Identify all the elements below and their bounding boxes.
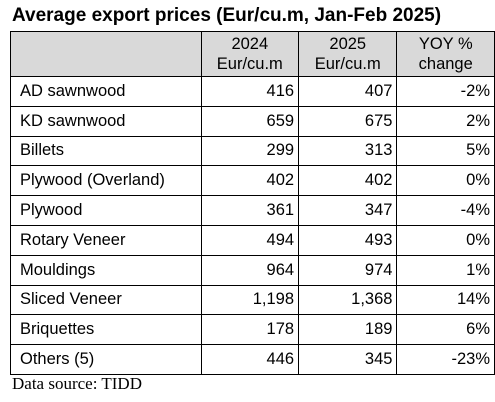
product-cell: Briquettes xyxy=(10,314,202,346)
yoy-change-cell: 14% xyxy=(396,284,495,316)
value-2025-cell: 1,368 xyxy=(298,284,398,316)
table-row: Sliced Veneer 1,198 1,368 14% xyxy=(10,284,495,316)
yoy-change-cell: -4% xyxy=(396,195,495,226)
value-2024-cell: 178 xyxy=(200,314,300,346)
product-cell: AD sawnwood xyxy=(10,76,202,107)
header-product xyxy=(10,31,202,77)
yoy-change-cell: -2% xyxy=(396,76,495,107)
header-2025-year: 2025 xyxy=(329,35,367,53)
product-cell: Rotary Veneer xyxy=(10,224,202,256)
value-2024-cell: 494 xyxy=(200,224,300,256)
table-title: Average export prices (Eur/cu.m, Jan-Feb… xyxy=(12,5,442,26)
header-2025-unit: Eur/cu.m xyxy=(314,55,381,73)
table-header-row: 2024 Eur/cu.m 2025 Eur/cu.m YOY % change xyxy=(10,31,495,77)
table-row: Others (5) 446 345 -23% xyxy=(10,344,495,375)
value-2025-cell: 974 xyxy=(298,254,398,286)
product-cell: Mouldings xyxy=(10,254,202,286)
table-row: Plywood (Overland) 402 402 0% xyxy=(10,165,495,197)
table-row: Briquettes 178 189 6% xyxy=(10,314,495,346)
value-2024-cell: 1,198 xyxy=(200,284,300,316)
table-row: Billets 299 313 5% xyxy=(10,135,495,167)
value-2024-cell: 416 xyxy=(200,76,300,107)
header-2024-year: 2024 xyxy=(231,35,269,53)
value-2025-cell: 313 xyxy=(298,135,398,167)
data-source-note: Data source: TIDD xyxy=(12,374,142,393)
yoy-change-cell: 0% xyxy=(396,224,495,256)
product-cell: Plywood xyxy=(10,195,202,226)
value-2025-cell: 407 xyxy=(298,76,398,107)
value-2024-cell: 361 xyxy=(200,195,300,226)
table-row: KD sawnwood 659 675 2% xyxy=(10,105,495,137)
table-row: AD sawnwood 416 407 -2% xyxy=(10,76,495,107)
table-row: Rotary Veneer 494 493 0% xyxy=(10,224,495,256)
product-cell: Plywood (Overland) xyxy=(10,165,202,197)
yoy-change-cell: 1% xyxy=(396,254,495,286)
header-2024-unit: Eur/cu.m xyxy=(216,55,283,73)
value-2025-cell: 189 xyxy=(298,314,398,346)
table-row: Plywood 361 347 -4% xyxy=(10,195,495,226)
value-2024-cell: 659 xyxy=(200,105,300,137)
table-row: Mouldings 964 974 1% xyxy=(10,254,495,286)
header-yoy-line1: YOY % xyxy=(418,35,473,53)
product-cell: Others (5) xyxy=(10,344,202,375)
product-cell: KD sawnwood xyxy=(10,105,202,137)
yoy-change-cell: -23% xyxy=(396,344,495,375)
value-2025-cell: 347 xyxy=(298,195,398,226)
header-2025: 2025 Eur/cu.m xyxy=(298,31,398,77)
yoy-change-cell: 2% xyxy=(396,105,495,137)
header-yoy-change: YOY % change xyxy=(396,31,495,77)
yoy-change-cell: 0% xyxy=(396,165,495,197)
value-2024-cell: 446 xyxy=(200,344,300,375)
product-cell: Billets xyxy=(10,135,202,167)
value-2025-cell: 345 xyxy=(298,344,398,375)
value-2025-cell: 402 xyxy=(298,165,398,197)
yoy-change-cell: 5% xyxy=(396,135,495,167)
product-cell: Sliced Veneer xyxy=(10,284,202,316)
export-prices-table: 2024 Eur/cu.m 2025 Eur/cu.m YOY % change… xyxy=(10,31,495,375)
header-2024: 2024 Eur/cu.m xyxy=(200,31,300,77)
header-yoy-line2: change xyxy=(418,55,473,73)
value-2024-cell: 964 xyxy=(200,254,300,286)
value-2024-cell: 299 xyxy=(200,135,300,167)
value-2025-cell: 675 xyxy=(298,105,398,137)
value-2025-cell: 493 xyxy=(298,224,398,256)
yoy-change-cell: 6% xyxy=(396,314,495,346)
value-2024-cell: 402 xyxy=(200,165,300,197)
